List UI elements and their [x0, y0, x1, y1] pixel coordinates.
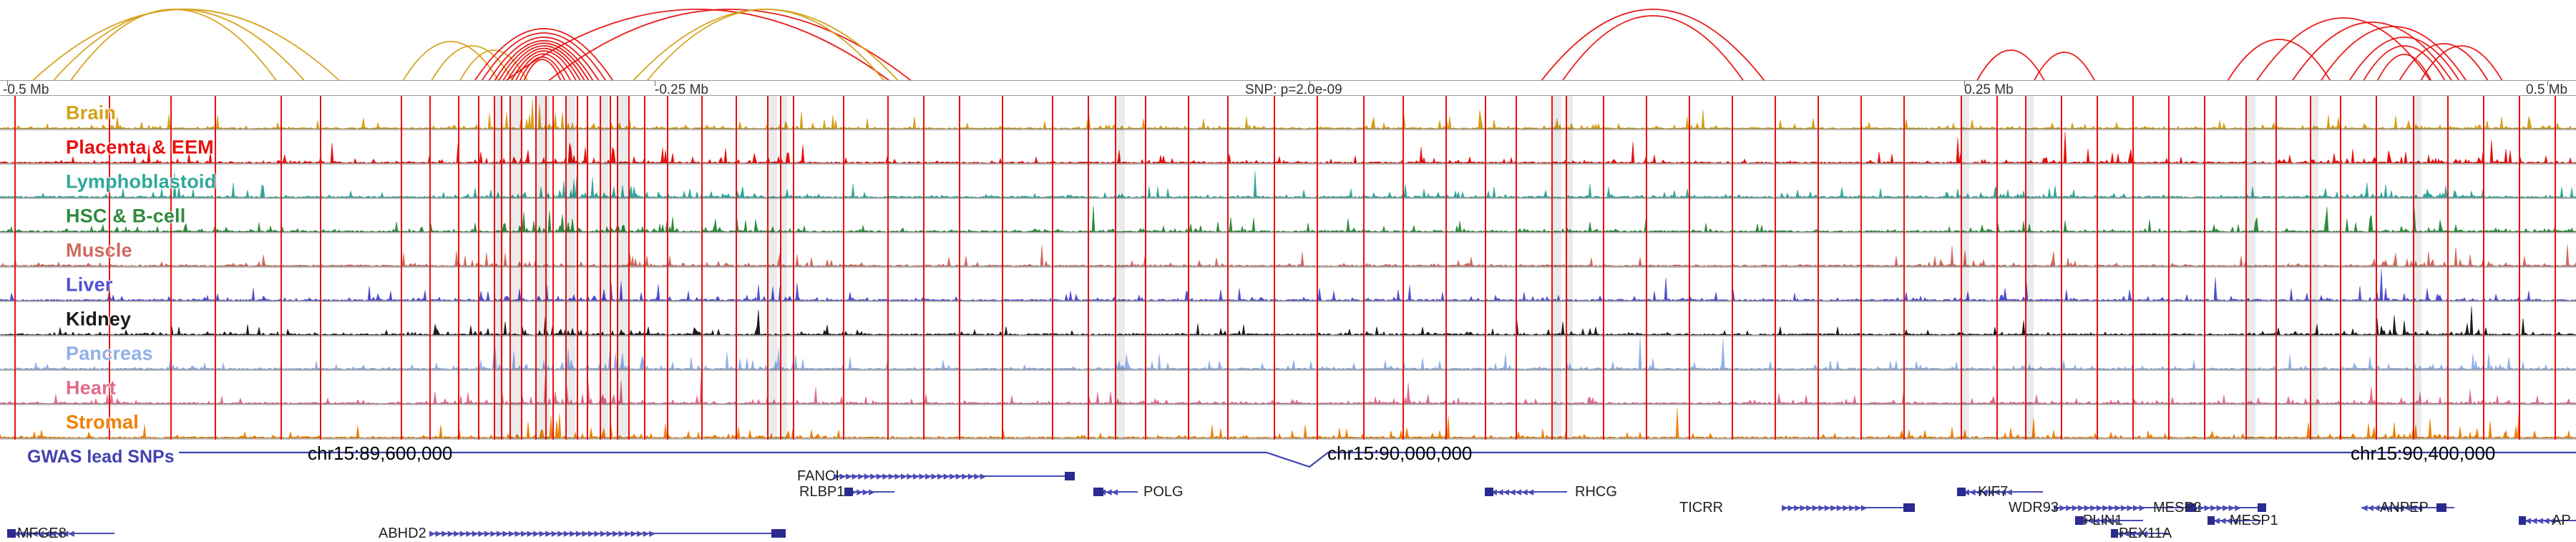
- signal-profile: [0, 100, 2576, 130]
- interaction-arc: [486, 37, 602, 85]
- gene-PEX11A[interactable]: ◂◂◂◂◂◂: [2111, 527, 2168, 540]
- track-label-liver: Liver: [66, 274, 113, 295]
- track-stromal: Stromal: [0, 405, 2576, 440]
- track-liver: Liver: [0, 268, 2576, 302]
- gene-track: ▸▸▸▸▸▸▸▸▸▸▸▸▸▸▸▸▸▸▸▸▸▸▸▸▸ FANCI ▸▸▸▸▸ RL…: [0, 468, 2576, 541]
- interaction-arc: [1538, 9, 1768, 85]
- track-label-lymphoblastoid: Lymphoblastoid: [66, 170, 217, 192]
- interaction-arc: [67, 9, 280, 85]
- interaction-arc: [500, 45, 587, 85]
- interaction-arc: [2361, 45, 2448, 85]
- gene-WDR93[interactable]: ▸▸▸▸▸▸▸▸▸▸▸▸▸▸▸: [2054, 501, 2197, 514]
- coordinate-ruler: -0.5 Mb -0.25 Mb SNP: p=2.0e-09 0.25 Mb 0.5 …: [0, 80, 2576, 97]
- gene-PLIN1[interactable]: ◂◂◂◂◂◂◂: [2075, 514, 2143, 527]
- interaction-arc: [400, 41, 502, 85]
- track-label-stromal: Stromal: [66, 411, 139, 432]
- gwas-bracket: [179, 451, 2576, 468]
- interaction-arc: [509, 50, 579, 85]
- gene-KIF7[interactable]: ◂◂◂◂◂◂◂◂◂: [1957, 485, 2043, 498]
- interaction-arc: [492, 39, 596, 85]
- arcs-svg: [28, 9, 2505, 85]
- interaction-arc: [2031, 52, 2097, 85]
- coord-label-left: chr15:89,600,000: [308, 442, 453, 464]
- signal-profile: [0, 244, 2576, 267]
- interaction-arc: [496, 42, 592, 85]
- signal-profile: [0, 306, 2576, 336]
- ruler-tick-1: -0.25 Mb: [655, 82, 708, 97]
- interaction-arc: [629, 9, 902, 85]
- gene-MESP1[interactable]: ◂◂◂◂◂: [2207, 514, 2261, 527]
- interaction-arc: [522, 59, 563, 85]
- track-heart: Heart: [0, 371, 2576, 405]
- chromatin-interaction-arcs: [0, 0, 2576, 86]
- coord-label-mid: chr15:90,000,000: [1327, 442, 1473, 464]
- track-label-pancreas: Pancreas: [66, 342, 153, 364]
- interaction-arc: [2418, 45, 2505, 85]
- track-label-hsc-b-cell: HSC & B-cell: [66, 205, 186, 226]
- interaction-arc: [517, 56, 567, 85]
- gwas-lead-snps-row: GWAS lead SNPs chr15:89,600,000 chr15:90…: [0, 440, 2576, 470]
- track-lymphoblastoid: Lymphoblastoid: [0, 165, 2576, 199]
- track-hsc-b-cell: HSC & B-cell: [0, 199, 2576, 233]
- interaction-arc: [2253, 17, 2434, 85]
- ruler-tick-2: SNP: p=2.0e-09: [1245, 82, 1342, 97]
- gene-MESP2[interactable]: ▸▸▸▸▸▸▸: [2198, 501, 2266, 514]
- gene-POLG[interactable]: ◂◂◂◂: [1093, 485, 1138, 498]
- gwas-bracket-path: [236, 451, 2576, 468]
- signal-profile: [0, 131, 2576, 164]
- gene-FANCI[interactable]: ▸▸▸▸▸▸▸▸▸▸▸▸▸▸▸▸▸▸▸▸▸▸▸▸▸: [834, 470, 1075, 483]
- track-pancreas: Pancreas: [0, 337, 2576, 371]
- track-label-placenta-eem: Placenta & EEM: [66, 136, 214, 158]
- track-placenta-eem: Placenta & EEM: [0, 130, 2576, 165]
- gene-RLBP1[interactable]: ▸▸▸▸▸: [844, 485, 894, 498]
- interaction-arc: [543, 9, 917, 85]
- track-label-heart: Heart: [66, 377, 117, 398]
- interaction-arc: [504, 47, 583, 85]
- ruler-tick-4: 0.5 Mb: [2526, 82, 2568, 97]
- interaction-arc: [2225, 39, 2333, 85]
- signal-profile: [0, 268, 2576, 301]
- track-brain: Brain: [0, 96, 2576, 130]
- interaction-arc: [2289, 21, 2455, 85]
- gene-AP[interactable]: ◂◂◂◂◂◂: [2519, 514, 2576, 527]
- interaction-arc: [2346, 37, 2462, 85]
- interaction-arc: [429, 45, 516, 85]
- gene-ABHD2[interactable]: ▸▸▸▸▸▸▸▸▸▸▸▸▸▸▸▸▸▸▸▸▸▸▸▸▸▸▸▸▸▸▸▸▸▸▸▸▸: [429, 527, 786, 540]
- signal-tracks: Brain Placenta & EEM Lymphoblastoid HSC & B…: [0, 96, 2576, 440]
- track-label-kidney: Kidney: [66, 308, 132, 329]
- gene-TICRR[interactable]: ▸▸▸▸▸▸▸▸▸▸▸▸▸▸: [1782, 501, 1915, 514]
- ruler-tick-0: -0.5 Mb: [3, 82, 49, 97]
- interaction-arc: [49, 9, 308, 85]
- signal-profile: [0, 373, 2576, 405]
- interaction-arc: [2396, 43, 2491, 85]
- gene-MFGE8[interactable]: ◂◂◂◂◂◂◂◂◂◂◂: [7, 527, 114, 540]
- signal-profile: [0, 171, 2576, 198]
- interaction-arc: [643, 9, 888, 85]
- interaction-arc: [2318, 26, 2469, 85]
- signal-profile: [0, 408, 2576, 439]
- ruler-tick-3: 0.25 Mb: [1964, 82, 2014, 97]
- interaction-arc: [1559, 15, 1747, 85]
- track-kidney: Kidney: [0, 302, 2576, 337]
- interaction-arc: [1974, 49, 2047, 85]
- signal-profile: [0, 205, 2576, 233]
- interaction-arc: [479, 32, 609, 85]
- track-label-muscle: Muscle: [66, 239, 132, 261]
- track-label-brain: Brain: [66, 102, 117, 123]
- gene-RHCG[interactable]: ◂◂◂◂◂◂◂◂: [1485, 485, 1567, 498]
- gene-ANPEP[interactable]: ◂◂◂◂◂◂◂◂◂◂: [2361, 501, 2454, 514]
- interaction-arc: [500, 9, 895, 85]
- gwas-lead-snps-label: GWAS lead SNPs: [27, 447, 175, 467]
- coord-label-right: chr15:90,400,000: [2351, 442, 2496, 464]
- track-muscle: Muscle: [0, 233, 2576, 268]
- interaction-arc: [472, 28, 616, 85]
- interaction-arc: [513, 53, 573, 85]
- signal-profile: [0, 337, 2576, 370]
